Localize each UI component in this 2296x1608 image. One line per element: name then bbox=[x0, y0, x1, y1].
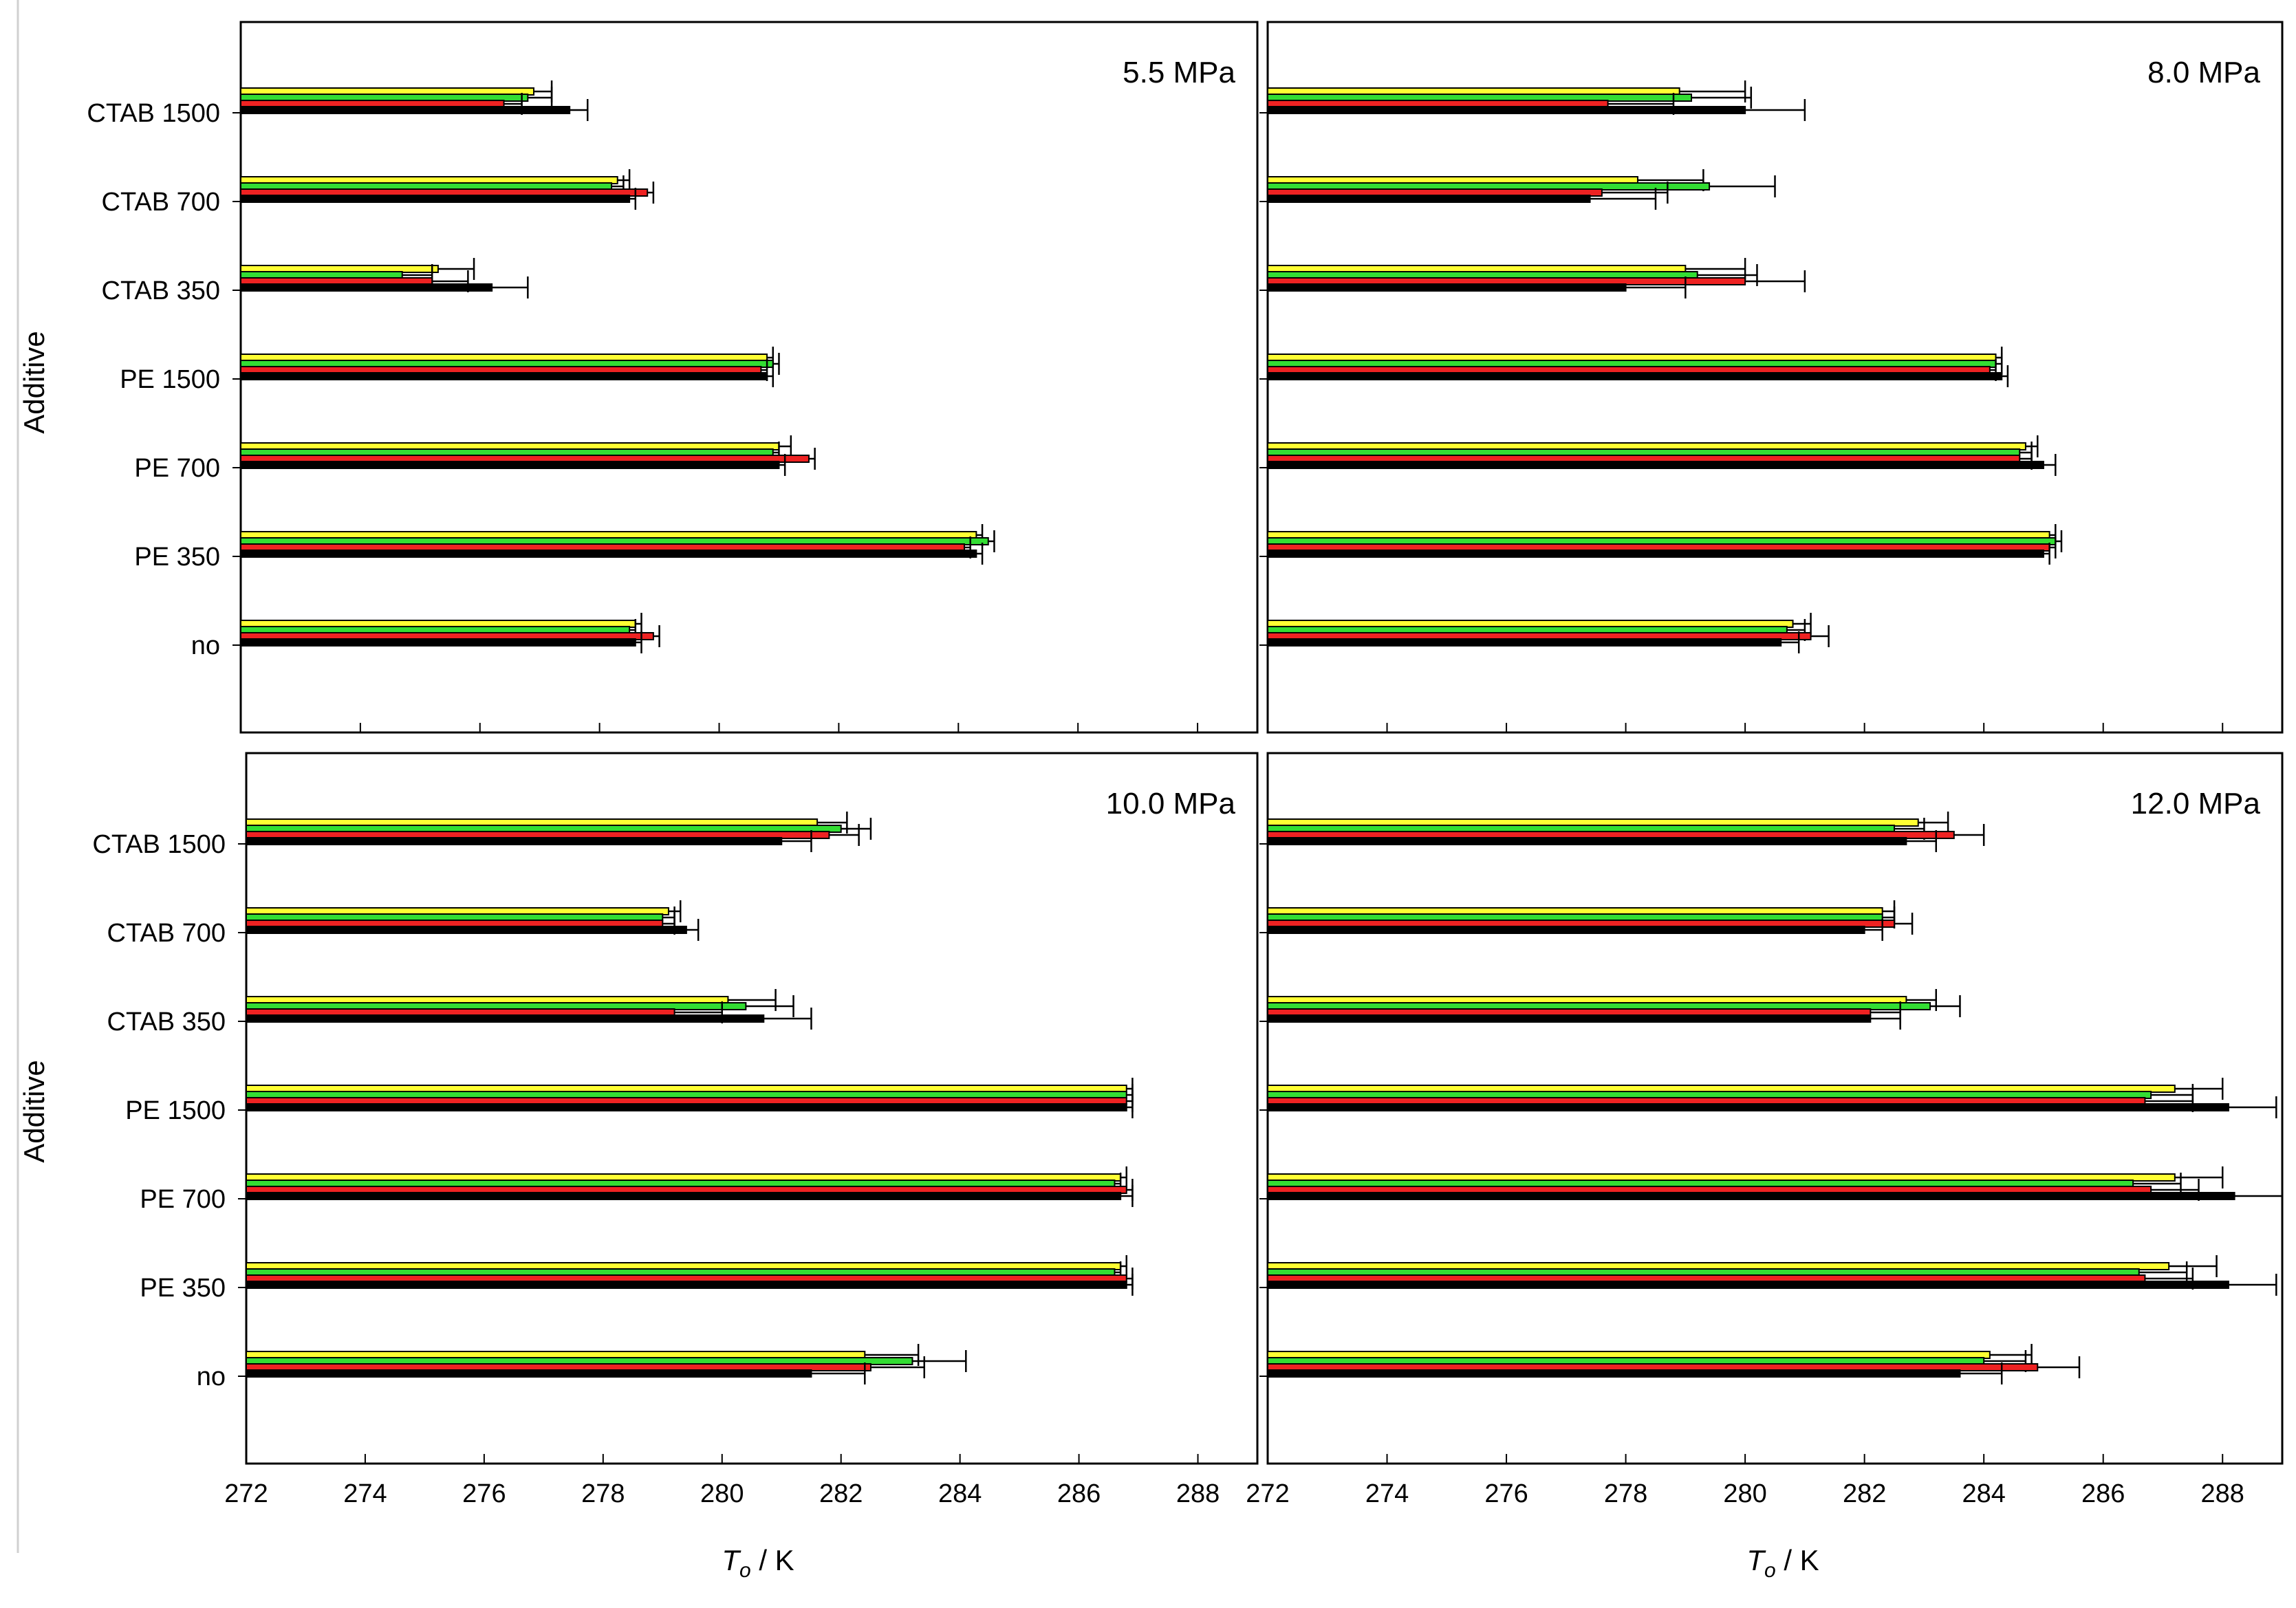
bar-series4 bbox=[1267, 1014, 1872, 1023]
x-tick-label: 282 bbox=[819, 1479, 863, 1508]
bar-series4 bbox=[1267, 1369, 1961, 1378]
bar-series4 bbox=[1267, 638, 1782, 647]
y-tick-label: CTAB 700 bbox=[107, 919, 226, 948]
y-tick-label: CTAB 1500 bbox=[87, 99, 220, 128]
x-tick-label: 272 bbox=[224, 1479, 268, 1508]
x-axis-symbol: T bbox=[1746, 1544, 1766, 1576]
bar-series4 bbox=[246, 1014, 765, 1023]
x-tick-label: 278 bbox=[1604, 1479, 1647, 1508]
x-tick-label: 280 bbox=[700, 1479, 744, 1508]
bar-series4 bbox=[1267, 1192, 2235, 1200]
chart-panel: 8.0 MPa bbox=[1259, 21, 2284, 734]
y-tick-label: PE 700 bbox=[134, 454, 220, 483]
chart-panel: 272 274 276 278 280 282 284 286 288 12.0 MPa bbox=[1246, 752, 2284, 1508]
x-tick-label: 272 bbox=[1246, 1479, 1289, 1508]
bar-series4 bbox=[240, 550, 977, 558]
x-tick-label: 282 bbox=[1843, 1479, 1886, 1508]
x-tick-label: 288 bbox=[2201, 1479, 2244, 1508]
x-axis-unit: / K bbox=[1776, 1544, 1819, 1576]
y-tick-label: CTAB 700 bbox=[102, 188, 220, 217]
y-tick-label: CTAB 350 bbox=[102, 276, 220, 305]
y-tick-label: CTAB 350 bbox=[107, 1008, 226, 1036]
chart-panel: CTAB 1500 CTAB 700 CTAB 350 PE 1500 PE 700 PE… bbox=[87, 21, 1259, 734]
y-tick-label: PE 350 bbox=[134, 543, 220, 572]
bar-series4 bbox=[240, 106, 571, 114]
panel-title: 8.0 MPa bbox=[2147, 56, 2260, 89]
bar-series4 bbox=[240, 372, 768, 380]
bar-series4 bbox=[1267, 106, 1746, 114]
bar-series4 bbox=[1267, 550, 2044, 558]
x-axis-subscript: o bbox=[739, 1559, 751, 1582]
y-axis-title-top: Additive bbox=[18, 331, 50, 433]
x-axis-title-left: To / K bbox=[722, 1544, 794, 1582]
bar-series4 bbox=[1267, 837, 1907, 845]
y-tick-label: PE 700 bbox=[140, 1185, 226, 1214]
x-tick-label: 286 bbox=[2081, 1479, 2125, 1508]
bar-series4 bbox=[240, 283, 493, 292]
x-tick-label: 278 bbox=[581, 1479, 625, 1508]
x-tick-label: 276 bbox=[462, 1479, 506, 1508]
bar-series4 bbox=[1267, 1103, 2229, 1111]
y-tick-label: PE 1500 bbox=[125, 1096, 226, 1125]
y-tick-label: CTAB 1500 bbox=[92, 830, 226, 859]
y-tick-label: no bbox=[197, 1362, 226, 1391]
x-tick-label: 286 bbox=[1057, 1479, 1101, 1508]
bar-series4 bbox=[246, 837, 783, 845]
x-tick-label: 274 bbox=[1365, 1479, 1409, 1508]
y-axis-title-bottom: Additive bbox=[18, 1060, 50, 1162]
x-tick-label: 284 bbox=[1962, 1479, 2005, 1508]
panel-title: 10.0 MPa bbox=[1106, 787, 1236, 821]
x-tick-label: 288 bbox=[1176, 1479, 1220, 1508]
bar-series4 bbox=[246, 1192, 1122, 1200]
bar-series4 bbox=[240, 638, 636, 647]
chart-panel: 272 274 276 278 280 282 284 286 288 CTAB 1500 CTAB… bbox=[92, 752, 1259, 1508]
y-tick-label: PE 350 bbox=[140, 1274, 226, 1303]
y-tick-label: no bbox=[191, 631, 220, 660]
bar-series4 bbox=[1267, 1281, 2229, 1289]
bar-series4 bbox=[1267, 195, 1591, 203]
x-tick-label: 284 bbox=[938, 1479, 982, 1508]
bar-series4 bbox=[240, 195, 631, 203]
bar-series4 bbox=[246, 1281, 1127, 1289]
x-tick-label: 280 bbox=[1723, 1479, 1766, 1508]
bar-series4 bbox=[1267, 372, 2003, 380]
bar-series4 bbox=[1267, 926, 1865, 934]
x-axis-subscript: o bbox=[1764, 1559, 1776, 1582]
bar-series4 bbox=[246, 1369, 812, 1378]
bar-series4 bbox=[1267, 461, 2044, 469]
x-axis-title-right: To / K bbox=[1746, 1544, 1819, 1582]
x-tick-label: 274 bbox=[343, 1479, 387, 1508]
x-axis-symbol: T bbox=[722, 1544, 741, 1576]
bar-series4 bbox=[1267, 283, 1627, 292]
bar-series4 bbox=[246, 926, 687, 934]
bar-series4 bbox=[240, 461, 780, 469]
x-tick-label: 276 bbox=[1484, 1479, 1528, 1508]
x-axis-unit: / K bbox=[751, 1544, 794, 1576]
bar-series4 bbox=[246, 1103, 1127, 1111]
panel-title: 5.5 MPa bbox=[1123, 56, 1235, 89]
panel-title: 12.0 MPa bbox=[2131, 787, 2261, 821]
y-tick-label: PE 1500 bbox=[120, 365, 220, 394]
